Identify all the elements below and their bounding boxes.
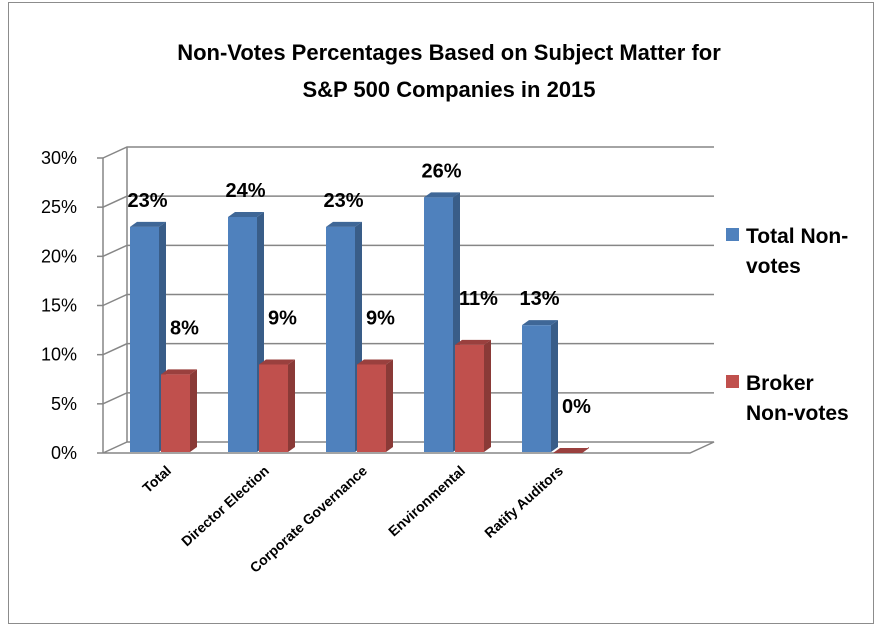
bar-front bbox=[130, 226, 159, 452]
bar-side bbox=[551, 320, 558, 452]
x-category-label: Environmental bbox=[385, 462, 468, 539]
bar-top bbox=[455, 339, 491, 345]
gridline bbox=[102, 195, 714, 208]
bar-total-4 bbox=[522, 320, 558, 452]
bars bbox=[130, 192, 589, 453]
bar-top bbox=[553, 448, 589, 453]
bar-top bbox=[130, 221, 166, 227]
bar-front bbox=[357, 364, 386, 452]
bar-broker-1 bbox=[259, 359, 295, 452]
bar-front bbox=[228, 217, 257, 452]
y-tick-label: 10% bbox=[41, 345, 77, 365]
data-label: 9% bbox=[268, 308, 297, 330]
y-tick-label: 15% bbox=[41, 296, 77, 316]
bar-top bbox=[357, 359, 393, 365]
bar-front bbox=[161, 374, 190, 452]
bar-top bbox=[259, 359, 295, 365]
chart-title-line-2: S&P 500 Companies in 2015 bbox=[302, 77, 595, 102]
legend-label: Non-votes bbox=[746, 402, 849, 425]
bar-side bbox=[386, 359, 393, 452]
data-label: 26% bbox=[421, 160, 461, 182]
chart-title-line-1: Non-Votes Percentages Based on Subject M… bbox=[177, 40, 721, 65]
bar-front bbox=[455, 344, 484, 452]
y-tick-label: 20% bbox=[41, 246, 77, 266]
bar-front bbox=[259, 364, 288, 452]
bar-front bbox=[424, 197, 453, 452]
bar-top bbox=[161, 369, 197, 375]
bar-front bbox=[522, 325, 551, 452]
legend-swatch bbox=[726, 228, 739, 241]
data-label: 11% bbox=[459, 288, 498, 310]
gridline bbox=[102, 146, 714, 159]
y-tick-label: 30% bbox=[41, 148, 77, 168]
legend-label: Broker bbox=[746, 372, 814, 395]
data-label: 8% bbox=[170, 317, 199, 339]
data-label: 23% bbox=[127, 190, 167, 212]
data-label: 24% bbox=[225, 180, 265, 202]
data-label: 9% bbox=[366, 308, 395, 330]
bar-broker-3 bbox=[455, 339, 491, 452]
floor bbox=[102, 441, 715, 454]
data-label: 0% bbox=[562, 396, 591, 418]
y-tick-label: 0% bbox=[51, 443, 77, 463]
y-tick-label: 5% bbox=[51, 394, 77, 414]
bar-top bbox=[522, 320, 558, 326]
gridlines bbox=[97, 146, 714, 454]
bar-top bbox=[424, 192, 460, 198]
x-category-label: Ratify Auditors bbox=[481, 462, 566, 541]
bar-side bbox=[288, 359, 295, 452]
legend-label: votes bbox=[746, 255, 801, 278]
x-category-label: Director Election bbox=[178, 462, 272, 549]
legend-swatch bbox=[726, 375, 739, 388]
data-label: 13% bbox=[519, 288, 559, 310]
legend-item-broker-non-votes: Broker Non-votes bbox=[726, 372, 849, 425]
bar-top bbox=[228, 212, 264, 217]
y-tick-label: 25% bbox=[41, 197, 77, 217]
bar-broker-4 bbox=[553, 447, 589, 453]
legend: Total Non-votes Broker Non-votes bbox=[726, 225, 849, 425]
data-labels: 23% 8% 24% 9% 23% 9% 26% 11% 13% 0% bbox=[127, 160, 591, 418]
bar-front bbox=[326, 226, 355, 452]
legend-label: Total Non- bbox=[746, 225, 848, 248]
bar-total-3 bbox=[424, 192, 460, 453]
y-axis-ticks: 0% 5% 10% 15% 20% 25% 30% bbox=[41, 148, 77, 463]
bar-top bbox=[326, 221, 362, 227]
gridline bbox=[102, 293, 714, 307]
bar-total-1 bbox=[228, 212, 264, 452]
bar-side bbox=[484, 339, 491, 452]
x-category-label: Total bbox=[139, 462, 174, 496]
bar-total-0 bbox=[130, 221, 166, 452]
gridline bbox=[102, 244, 714, 258]
data-label: 23% bbox=[323, 190, 363, 212]
bar-broker-0 bbox=[161, 369, 197, 452]
bar-broker-2 bbox=[357, 359, 393, 452]
legend-item-total-non-votes: Total Non-votes bbox=[726, 225, 848, 278]
gridline bbox=[102, 342, 714, 356]
bar-total-2 bbox=[326, 221, 362, 452]
gridline bbox=[102, 392, 714, 405]
bar-side bbox=[190, 369, 197, 452]
